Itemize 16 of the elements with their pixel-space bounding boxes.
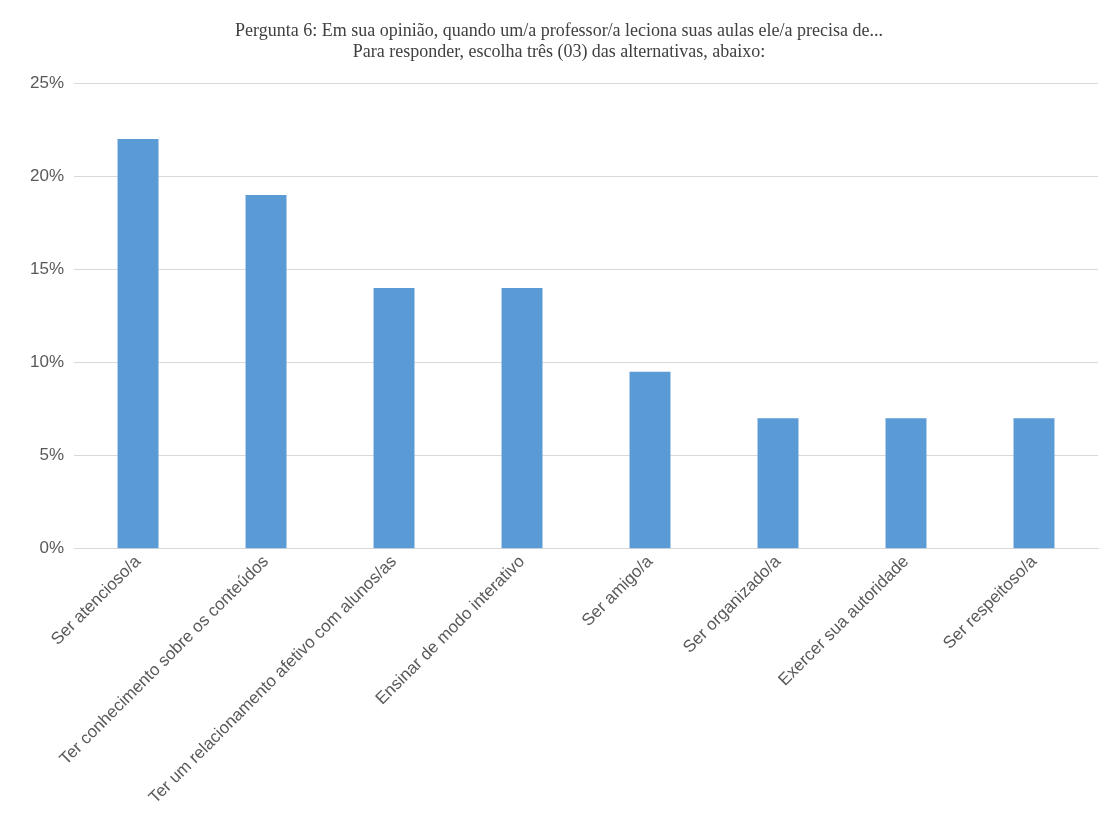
bar: [117, 139, 159, 549]
bar: [885, 418, 927, 549]
bar: [373, 288, 415, 549]
text: Para responder, escolha três (03) das alternativas, abaixo:: [352, 41, 766, 62]
bar: [501, 288, 543, 549]
bar: [629, 371, 671, 549]
bar: [245, 194, 287, 549]
y-tick-label: 25%: [29, 72, 65, 92]
y-tick-label: 15%: [29, 259, 65, 279]
y-tick-label: 10%: [29, 352, 65, 372]
text: Pergunta 6: Em sua opinião, quando um/a professor/a leciona suas aulas ele/a precisa de...: [235, 19, 883, 40]
bar: [757, 418, 799, 549]
y-tick-label: 0%: [39, 538, 65, 558]
y-tick-label: 5%: [39, 445, 65, 465]
bar: [1013, 418, 1055, 549]
y-tick-label: 20%: [29, 165, 65, 185]
